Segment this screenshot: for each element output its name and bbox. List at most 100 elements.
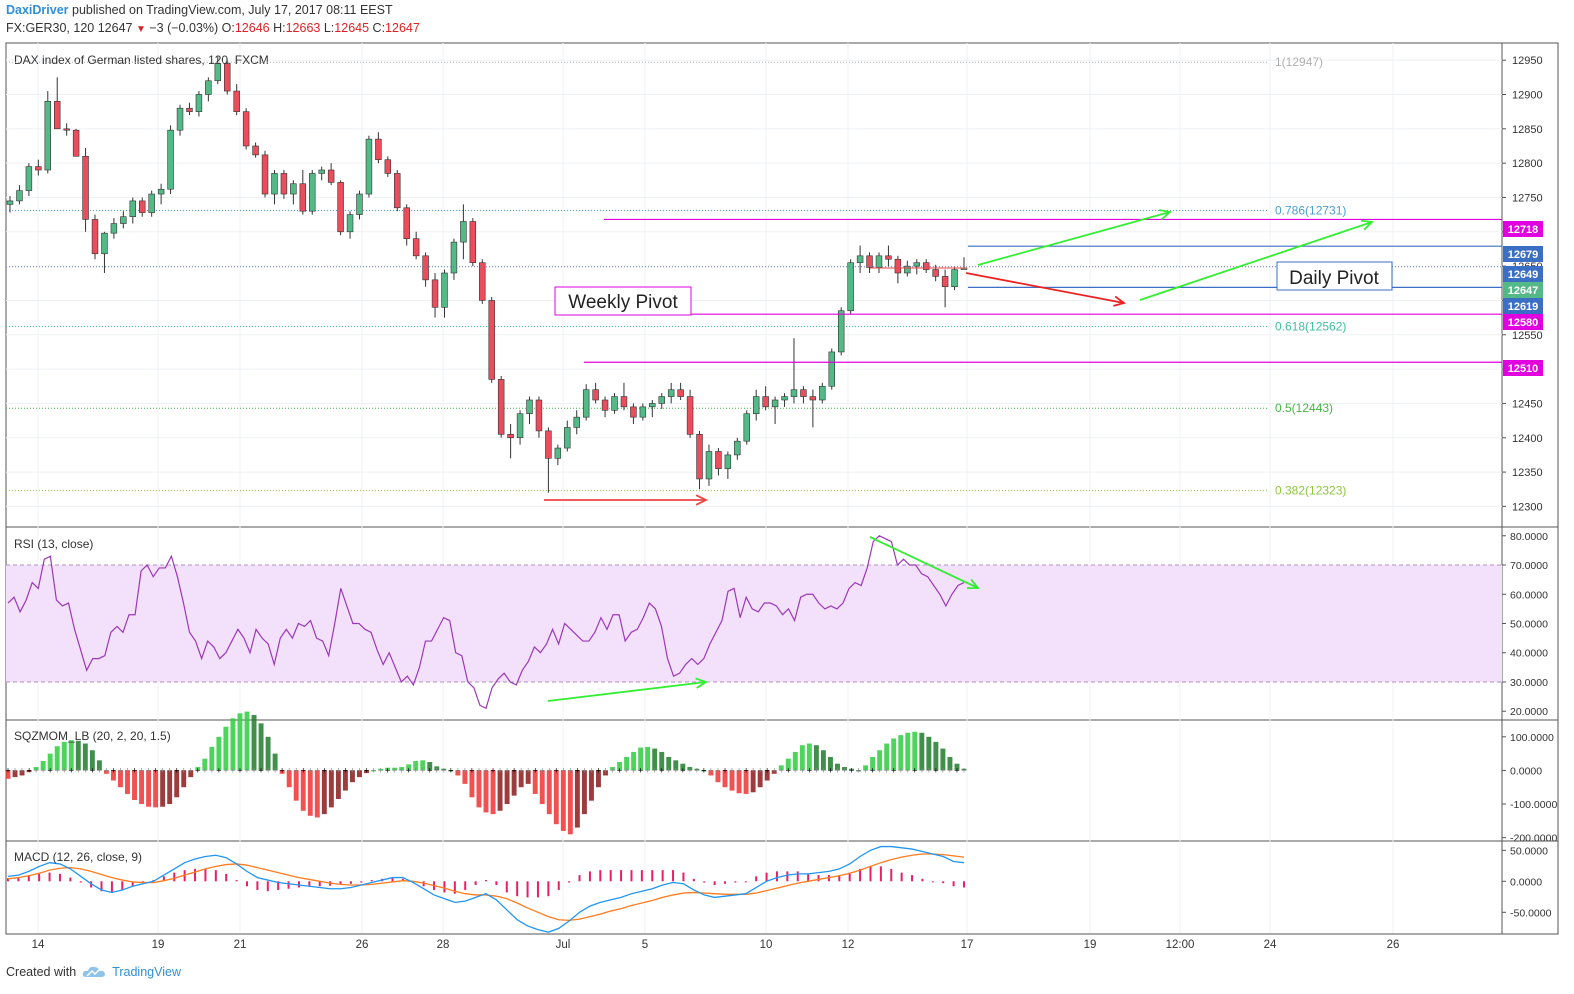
symbol-name: FX:GER30, 120 <box>6 21 95 35</box>
macd-hist-bar <box>464 881 467 890</box>
macd-hist-bar <box>485 880 487 882</box>
candle-body <box>630 406 637 418</box>
sqz-bar <box>835 763 840 771</box>
macd-hist-bar <box>370 880 373 882</box>
sqz-bar <box>89 750 95 771</box>
author-link[interactable]: DaxiDriver <box>6 3 69 17</box>
sqz-cross: + <box>392 765 397 775</box>
sqz-cross: + <box>849 765 854 775</box>
sqz-bar <box>455 770 461 776</box>
sqz-cross: + <box>427 765 432 775</box>
sqz-bar <box>61 741 67 771</box>
macd-hist-bar <box>963 881 965 888</box>
rsi-tick-label: 50.0000 <box>1510 619 1548 631</box>
rsi-tick-label: 70.0000 <box>1510 560 1548 572</box>
tradingview-link[interactable]: TradingView <box>112 965 181 979</box>
sqz-cross: + <box>76 765 81 775</box>
sqz-bar <box>293 770 299 801</box>
sqz-bar <box>251 714 257 771</box>
published-text: published on TradingView.com, July 17, 2… <box>72 3 393 17</box>
price-tick-label: 12900 <box>1512 89 1543 101</box>
macd-hist-bar <box>131 881 134 887</box>
candle-body <box>356 193 363 215</box>
x-tick-label: 28 <box>437 939 450 951</box>
sqz-cross: + <box>174 765 179 775</box>
candle-body <box>157 188 165 195</box>
macd-hist-bar <box>277 881 280 890</box>
candle-body <box>450 241 458 274</box>
sqz-cross: + <box>209 765 214 775</box>
sqz-cross: + <box>139 765 144 775</box>
macd-hist-bar <box>651 870 654 882</box>
candle-body <box>582 389 590 418</box>
sqz-bar <box>244 711 250 771</box>
candle-body <box>327 169 335 183</box>
sqz-cross: + <box>476 765 481 775</box>
sqz-cross: + <box>308 765 313 775</box>
sqz-bar <box>96 760 102 771</box>
macd-hist-bar <box>27 875 30 882</box>
macd-hist-bar <box>817 875 820 882</box>
macd-hist-bar <box>744 881 747 883</box>
sqz-cross: + <box>364 765 369 775</box>
open-value: 12646 <box>234 21 270 35</box>
sqz-cross: + <box>483 765 488 775</box>
sqz-cross: + <box>399 765 404 775</box>
sqz-bar <box>385 767 391 771</box>
sqz-bar <box>357 770 362 778</box>
sqz-bar <box>118 770 123 788</box>
sqz-cross: + <box>750 765 755 775</box>
sqz-bar <box>209 746 215 771</box>
sqz-cross: + <box>504 765 509 775</box>
sqz-bar <box>427 762 433 771</box>
sqz-cross: + <box>722 765 727 775</box>
sqz-cross: + <box>280 765 285 775</box>
sqz-bar <box>19 770 25 776</box>
candle-body <box>44 101 52 171</box>
sqz-bar <box>680 763 686 771</box>
sqz-cross: + <box>195 765 200 775</box>
macd-hist-bar <box>349 881 352 884</box>
candle-body <box>346 214 354 233</box>
sqz-bar <box>532 770 538 794</box>
sqz-cross: + <box>378 765 383 775</box>
sqz-bar <box>581 770 587 815</box>
macd-hist-bar <box>536 881 539 898</box>
last-price: 12647 <box>97 21 133 35</box>
price-level-badge-label: 12580 <box>1508 317 1539 329</box>
sqz-cross: + <box>441 765 446 775</box>
sqz-bar <box>912 731 918 771</box>
sqz-bar <box>820 750 826 771</box>
sqz-bar <box>272 753 278 771</box>
sqz-cross: + <box>645 765 650 775</box>
sqz-cross: + <box>596 765 601 775</box>
x-tick-label: Jul <box>556 939 571 951</box>
macd-hist-bar <box>17 876 20 882</box>
macd-hist-bar <box>339 881 342 886</box>
sqz-bar <box>342 770 348 791</box>
candle-body <box>271 173 278 195</box>
macd-hist-bar <box>453 881 456 894</box>
sqz-cross: + <box>244 765 249 775</box>
sqz-bar <box>842 767 847 771</box>
sqz-bar <box>300 770 306 811</box>
price-level-badge-label: 12647 <box>1508 285 1539 297</box>
sqz-cross: + <box>448 765 453 775</box>
sqz-cross: + <box>863 765 868 775</box>
sqz-cross: + <box>301 765 306 775</box>
sqz-bar <box>617 762 623 771</box>
price-level-badge-label: 12649 <box>1508 269 1539 281</box>
sqz-cross: + <box>631 765 636 775</box>
sqz-bar <box>364 770 369 774</box>
sqz-bar <box>870 756 876 771</box>
sqz-cross: + <box>575 765 580 775</box>
candle-body <box>809 396 817 401</box>
candle-body <box>951 269 958 288</box>
bullish-arrow-upper-head <box>1159 209 1172 220</box>
macd-hist-bar <box>266 881 269 892</box>
rsi-divergence-arrow-bear <box>869 536 979 589</box>
sqz-cross: + <box>357 765 362 775</box>
sqz-bar <box>673 760 679 771</box>
sqz-bar <box>504 770 510 805</box>
